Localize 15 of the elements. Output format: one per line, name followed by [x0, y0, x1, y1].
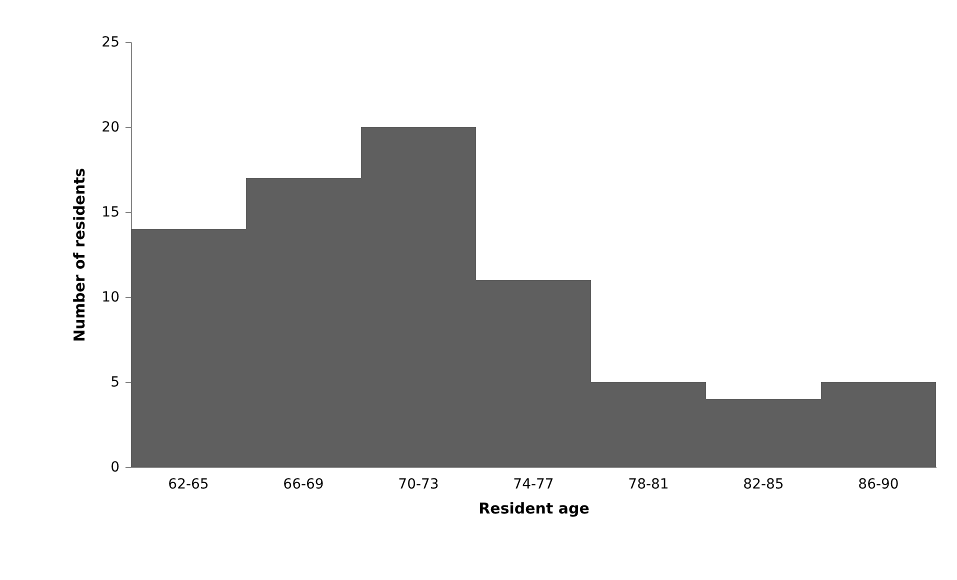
y-tick-label: 0: [110, 460, 120, 476]
x-tick-label: 66-69: [283, 476, 324, 492]
y-tick-label: 5: [110, 374, 120, 390]
x-tick-label: 86-90: [858, 476, 899, 492]
x-axis-title: Resident age: [478, 500, 590, 518]
y-tick-label: 15: [102, 204, 120, 220]
x-tick-label: 74-77: [513, 476, 554, 492]
x-tick-label: 70-73: [398, 476, 439, 492]
y-tick-label: 10: [102, 290, 120, 306]
x-tick-label: 82-85: [743, 476, 784, 492]
x-tick-label: 62-65: [168, 476, 209, 492]
y-tick-label: 25: [102, 34, 120, 50]
y-axis-title: Number of residents: [70, 168, 89, 342]
y-tick-label: 20: [102, 120, 120, 136]
x-tick-label: 78-81: [628, 476, 669, 492]
